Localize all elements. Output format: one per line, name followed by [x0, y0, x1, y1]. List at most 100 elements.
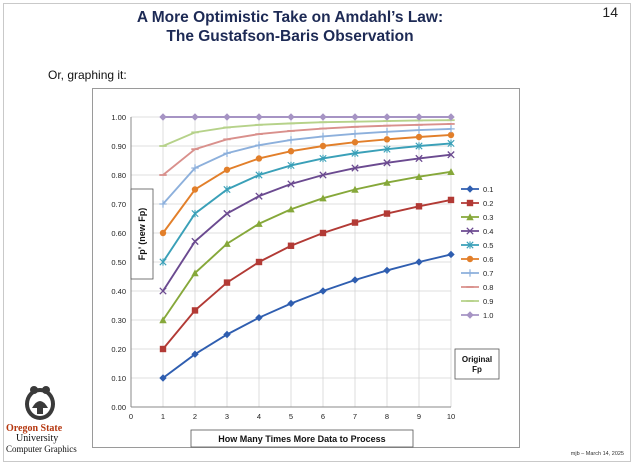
- data-point-0.2: [447, 196, 455, 204]
- data-point-0.6: [287, 148, 295, 155]
- legend-label: 0.7: [483, 269, 493, 278]
- data-point-0.2: [191, 307, 199, 314]
- data-point-0.4: [447, 151, 455, 159]
- data-point-0.4: [415, 154, 423, 163]
- x-tick-label: 6: [321, 412, 325, 421]
- legend-title-line: Original: [462, 355, 492, 364]
- legend-label: 0.3: [483, 213, 493, 222]
- data-point-1.0: [287, 113, 295, 121]
- data-point-0.3: [159, 316, 167, 324]
- legend-label: 0.4: [483, 227, 493, 236]
- data-point-0.2: [287, 242, 295, 249]
- data-point-0.7: [223, 149, 231, 157]
- slide-subtitle: Or, graphing it:: [48, 68, 127, 82]
- data-point-0.1: [447, 250, 455, 259]
- data-point-0.2: [351, 219, 359, 226]
- legend-marker: [466, 311, 474, 319]
- legend-label: 1.0: [483, 311, 493, 320]
- legend-marker: [466, 227, 474, 235]
- data-point-0.7: [319, 132, 327, 141]
- y-tick-label: 0.10: [111, 374, 126, 383]
- data-point-0.5: [383, 145, 391, 153]
- series-line-0.4: [162, 153, 452, 292]
- data-point-0.3: [383, 178, 391, 186]
- title-line-1: A More Optimistic Take on Amdahl’s Law:: [136, 9, 444, 26]
- logo-text-oregon-state: Oregon State: [6, 423, 63, 434]
- series-line-0.7: [162, 127, 452, 205]
- legend-marker: [466, 255, 474, 263]
- legend-marker: [466, 185, 474, 193]
- data-point-0.3: [287, 205, 295, 213]
- legend-marker: [466, 213, 474, 221]
- data-point-0.3: [447, 168, 455, 176]
- x-tick-label: 7: [353, 412, 357, 421]
- series-line-0.5: [162, 142, 452, 263]
- data-point-0.6: [191, 186, 199, 193]
- series-line-0.3: [162, 170, 452, 321]
- data-point-0.2: [223, 279, 231, 286]
- x-tick-label: 1: [161, 412, 165, 421]
- data-point-0.7: [255, 141, 263, 149]
- logo-text-computer-graphics: Computer Graphics: [6, 444, 77, 454]
- slide-frame: [3, 3, 631, 462]
- data-point-0.5: [287, 161, 295, 170]
- data-point-0.7: [351, 130, 359, 138]
- data-point-0.7: [447, 125, 455, 133]
- data-point-0.5: [351, 149, 359, 157]
- slide-title: A More Optimistic Take on Amdahl’s Law: …: [60, 8, 520, 46]
- slide-footer: mjb – March 14, 2025: [570, 451, 624, 457]
- data-point-0.6: [415, 133, 423, 141]
- data-point-0.3: [351, 185, 359, 193]
- x-tick-label: 0: [129, 412, 133, 421]
- data-point-0.7: [159, 200, 167, 208]
- data-point-0.5: [223, 185, 231, 194]
- data-point-0.4: [319, 171, 327, 179]
- data-point-0.1: [223, 330, 231, 339]
- data-point-1.0: [351, 113, 359, 121]
- data-point-0.7: [415, 126, 423, 134]
- data-point-0.4: [383, 159, 391, 167]
- data-point-0.2: [159, 345, 167, 353]
- data-point-0.2: [415, 203, 423, 210]
- data-point-0.1: [415, 258, 423, 266]
- x-tick-label: 4: [257, 412, 261, 421]
- y-tick-label: 0.20: [111, 345, 126, 354]
- x-tick-label: 2: [193, 412, 197, 421]
- x-tick-label: 9: [417, 412, 421, 421]
- legend-label: 0.8: [483, 283, 493, 292]
- data-point-0.1: [351, 276, 359, 284]
- data-point-0.4: [255, 192, 263, 200]
- data-point-0.6: [319, 142, 327, 150]
- y-tick-label: 0.60: [111, 229, 126, 238]
- legend-marker: [466, 241, 474, 249]
- data-point-0.2: [383, 210, 391, 217]
- data-point-1.0: [415, 113, 423, 121]
- data-point-0.6: [447, 131, 455, 139]
- y-axis-label: Fp’ (new Fp): [137, 208, 147, 261]
- legend-title-line: Fp: [472, 365, 482, 374]
- legend-marker: [466, 199, 474, 207]
- series-line-0.1: [162, 253, 452, 379]
- chart-container: 0.00 0.10 0.20 0.30 0.40 0.50 0.60 0.70 0.80 0.90…: [92, 88, 520, 448]
- data-point-0.5: [415, 142, 423, 150]
- data-point-0.7: [191, 164, 199, 172]
- data-point-1.0: [319, 113, 327, 121]
- data-point-0.3: [415, 173, 423, 180]
- slide-number: 14: [602, 4, 618, 20]
- data-point-0.7: [287, 136, 295, 144]
- data-point-0.5: [447, 139, 455, 148]
- y-tick-label: 1.00: [111, 113, 126, 122]
- x-axis-label-box: [190, 429, 414, 448]
- legend-label: 0.2: [483, 199, 493, 208]
- x-axis-label: How Many Times More Data to Process: [218, 434, 385, 444]
- x-tick-label: 3: [225, 412, 229, 421]
- series-line-0.9: [162, 119, 452, 147]
- data-point-1.0: [447, 113, 455, 121]
- data-point-0.4: [223, 209, 231, 218]
- data-point-0.6: [159, 229, 167, 237]
- title-line-2: The Gustafson-Baris Observation: [166, 28, 414, 45]
- data-point-0.4: [351, 164, 359, 172]
- data-point-0.4: [191, 237, 199, 246]
- data-point-0.5: [255, 171, 263, 179]
- amdahl-chart: 0.000.100.200.300.400.500.600.700.800.90…: [111, 113, 500, 448]
